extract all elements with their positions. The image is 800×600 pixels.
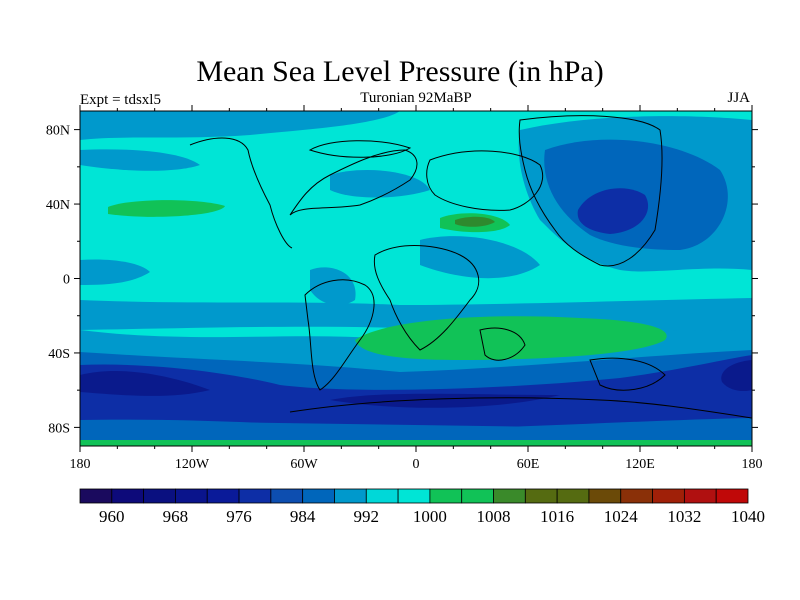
field-band-992-north	[80, 111, 400, 140]
lon-tick-label: 180	[742, 457, 763, 472]
field-band-992-africa	[420, 236, 540, 279]
coastlines	[189, 115, 752, 419]
field-high-1004-south	[355, 316, 667, 360]
field-band-976	[80, 355, 752, 430]
colorbar-label: 960	[99, 507, 125, 526]
lat-tick-label: 0	[63, 273, 70, 288]
lon-tick-label: 120W	[175, 457, 210, 472]
colorbar-swatch	[620, 488, 653, 504]
lon-tick-label: 60W	[290, 457, 318, 472]
field-low-968-east	[721, 360, 752, 392]
colorbar-label: 992	[354, 507, 380, 526]
colorbar-swatch	[334, 488, 367, 504]
colorbar-label: 968	[163, 507, 189, 526]
colorbar-swatch	[111, 488, 145, 504]
pressure-field	[80, 111, 752, 446]
coast-india	[479, 327, 526, 361]
coast-south-america	[304, 279, 375, 391]
lat-tick-label: 40N	[46, 198, 70, 213]
colorbar-swatch	[493, 488, 526, 504]
coast-greenland	[308, 140, 412, 158]
colorbar-swatch	[79, 488, 113, 504]
lat-tick-label: 80S	[48, 421, 70, 436]
coast-north-america-east	[289, 149, 418, 216]
field-high-1012-tethys	[455, 216, 495, 227]
coast-north-america-west	[189, 137, 293, 249]
lon-tick-label: 60E	[517, 457, 540, 472]
lon-tick-label: 0	[413, 457, 420, 472]
colorbar-swatch	[588, 488, 622, 504]
coast-australia	[589, 357, 666, 391]
colorbar-label: 1024	[604, 507, 639, 526]
colorbar-swatch	[652, 488, 685, 504]
colorbar-swatch	[461, 488, 494, 504]
colorbar-label: 984	[290, 507, 316, 526]
lat-tick-label: 80N	[46, 124, 70, 139]
colorbar-swatch	[429, 488, 463, 504]
colorbar-swatch	[175, 488, 208, 504]
colorbar: 960 968 976 984 992 1000 1008 1016 1024 1032 1040	[79, 488, 765, 526]
field-band-988-polar	[80, 418, 752, 446]
coast-eurasia-east	[518, 115, 663, 267]
field-high-1004-pacific	[108, 200, 225, 217]
experiment-label: Expt = tdsxl5	[80, 92, 161, 108]
coast-eurasia-west	[426, 150, 544, 211]
axis-ticks: 80N 40N 0 40S 80S 180 120W 60W 0 60E 120E 180	[46, 105, 763, 472]
colorbar-swatch	[715, 488, 749, 504]
field-band-992-nwest	[80, 149, 200, 171]
colorbar-swatch	[524, 488, 558, 504]
colorbar-label: 1040	[731, 507, 765, 526]
colorbar-label: 1008	[477, 507, 511, 526]
colorbar-label: 976	[226, 507, 252, 526]
plot-title: Mean Sea Level Pressure (in hPa)	[196, 55, 604, 88]
field-band-992-pacific	[80, 259, 150, 285]
field-band-992-samerica	[310, 267, 356, 306]
colorbar-label: 1016	[540, 507, 574, 526]
colorbar-swatch	[302, 488, 335, 504]
lon-tick-label: 120E	[625, 457, 655, 472]
lat-tick-label: 40S	[48, 347, 70, 362]
colorbar-label: 1032	[667, 507, 701, 526]
field-band-992-atlantic	[330, 170, 430, 198]
colorbar-swatch	[238, 488, 272, 504]
colorbar-swatch	[206, 488, 240, 504]
colorbar-swatch	[556, 488, 590, 504]
colorbar-swatch	[143, 488, 176, 504]
lon-tick-label: 180	[70, 457, 91, 472]
colorbar-label: 1000	[413, 507, 447, 526]
field-low-976-east	[577, 188, 649, 234]
field-band-1004-pole	[80, 440, 752, 446]
colorbar-swatch	[397, 488, 431, 504]
period-label: Turonian 92MaBP	[360, 90, 472, 106]
colorbar-swatch	[270, 488, 304, 504]
coast-antarctica	[289, 397, 752, 419]
colorbar-swatch	[365, 488, 399, 504]
field-low-968-west	[80, 370, 210, 396]
coast-africa	[373, 245, 480, 351]
colorbar-swatch	[683, 488, 717, 504]
season-label: JJA	[727, 90, 750, 106]
